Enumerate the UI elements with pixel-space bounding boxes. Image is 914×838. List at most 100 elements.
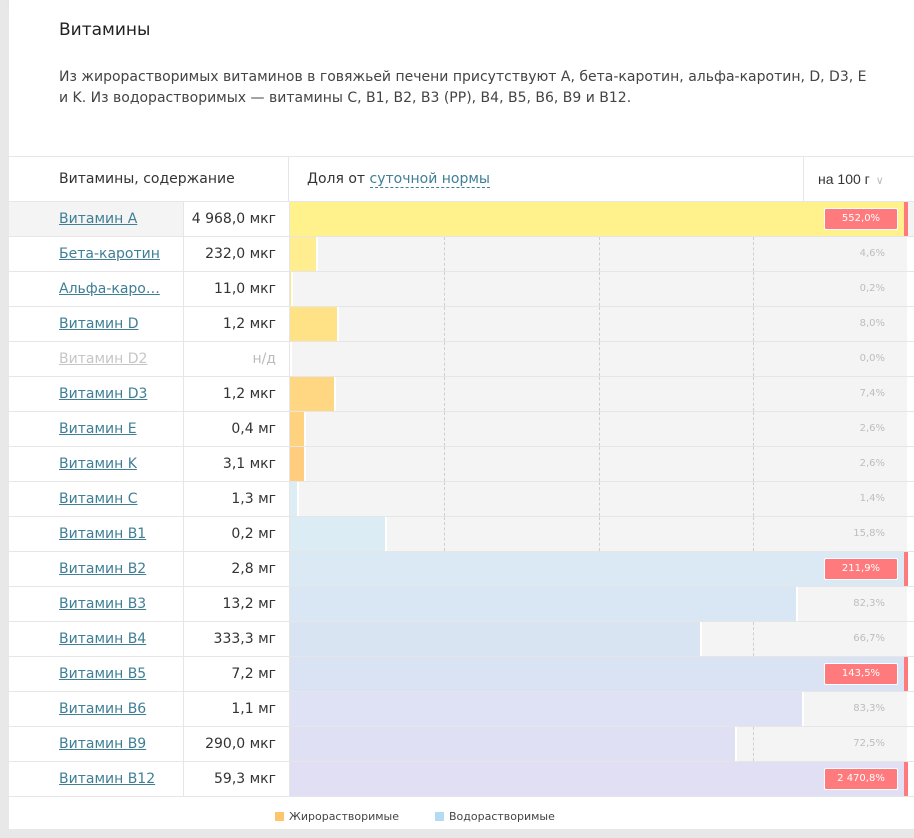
section-title: Витамины (59, 20, 151, 40)
vitamin-name-cell: Витамин B4 (9, 622, 184, 656)
daily-share-bar-cell: 15,8% (290, 517, 907, 551)
legend-swatch-water-soluble (435, 812, 444, 821)
vitamin-link[interactable]: Бета-каротин (59, 246, 160, 262)
vitamin-name-cell: Витамин B2 (9, 552, 184, 586)
legend-label-water-soluble: Водорастворимые (449, 810, 555, 823)
table-row: Витамин K 3,1 мкг 2,6% (9, 447, 914, 482)
vitamin-amount: 290,0 мкг (184, 727, 290, 761)
vitamin-link[interactable]: Витамин B3 (59, 596, 147, 612)
table-row: Витамин А 4 968,0 мкг 552,0% (9, 202, 914, 237)
vitamin-link[interactable]: Витамин D2 (59, 351, 148, 367)
chevron-down-icon: ∨ (875, 175, 884, 187)
vitamin-link[interactable]: Витамин B2 (59, 561, 147, 577)
vitamin-link[interactable]: Витамин C (59, 491, 138, 507)
gridline (599, 377, 600, 411)
vitamin-name-cell: Витамин А (9, 202, 184, 236)
daily-share-bar-cell: 2 470,8% (290, 762, 907, 796)
vitamin-link[interactable]: Витамин B5 (59, 666, 147, 682)
gridline (753, 517, 754, 551)
vitamin-amount: 333,3 мг (184, 622, 290, 656)
percent-label: 0,2% (859, 283, 885, 294)
table-row: Витамин B2 2,8 мг 211,9% (9, 552, 914, 587)
table-row: Витамин B12 59,3 мкг 2 470,8% (9, 762, 914, 797)
daily-norm-link[interactable]: суточной нормы (369, 171, 490, 188)
vitamin-amount: 13,2 мг (184, 587, 290, 621)
vitamin-link[interactable]: Витамин B9 (59, 736, 147, 752)
daily-share-bar-cell: 83,3% (290, 692, 907, 726)
daily-share-bar (290, 692, 804, 726)
daily-share-bar-cell: 7,4% (290, 377, 907, 411)
portion-select[interactable]: на 100 г ∨ (803, 157, 914, 201)
vitamin-link[interactable]: Витамин B4 (59, 631, 147, 647)
legend-label-fat-soluble: Жирорастворимые (289, 810, 399, 823)
vitamin-name-cell: Витамин D (9, 307, 184, 341)
vitamin-amount: 59,3 мкг (184, 762, 290, 796)
daily-share-bar-cell: 4,6% (290, 237, 907, 271)
table-row: Витамин B9 290,0 мкг 72,5% (9, 727, 914, 762)
vitamin-name-cell: Витамин K (9, 447, 184, 481)
vitamin-amount: 0,2 мг (184, 517, 290, 551)
table-row: Витамин C 1,3 мг 1,4% (9, 482, 914, 517)
percent-label: 7,4% (859, 388, 885, 399)
gridline (753, 482, 754, 516)
daily-share-bar-cell: 2,6% (290, 412, 907, 446)
gridline (599, 307, 600, 341)
vitamin-amount: 7,2 мг (184, 657, 290, 691)
vitamin-link[interactable]: Витамин B12 (59, 771, 156, 787)
gridline (753, 307, 754, 341)
daily-share-bar (290, 202, 907, 236)
overflow-marker (904, 202, 908, 236)
vitamin-link[interactable]: Витамин E (59, 421, 137, 437)
vitamin-name-cell: Витамин E (9, 412, 184, 446)
daily-share-bar-cell: 2,6% (290, 447, 907, 481)
daily-share-bar (290, 412, 307, 446)
gridline (444, 447, 445, 481)
percent-label: 8,0% (859, 318, 885, 329)
vitamin-amount: н/д (184, 342, 290, 376)
vitamin-name-cell: Витамин B5 (9, 657, 184, 691)
vitamin-amount: 1,1 мг (184, 692, 290, 726)
vitamin-amount: 0,4 мг (184, 412, 290, 446)
gridline (444, 517, 445, 551)
percent-label: 2,6% (859, 423, 885, 434)
percent-label: 72,5% (853, 738, 885, 749)
daily-share-bar (290, 272, 293, 306)
daily-share-bar (290, 237, 319, 271)
legend-item-fat-soluble: Жирорастворимые (275, 810, 399, 823)
table-row: Витамин B1 0,2 мг 15,8% (9, 517, 914, 552)
gridline (444, 412, 445, 446)
vitamin-link[interactable]: Витамин D (59, 316, 139, 332)
gridline (444, 342, 445, 376)
vitamin-link[interactable]: Витамин А (59, 211, 138, 227)
vitamin-amount: 1,2 мкг (184, 377, 290, 411)
vitamin-name-cell: Витамин B3 (9, 587, 184, 621)
gridline (753, 237, 754, 271)
daily-share-bar-cell: 0,0% (290, 342, 907, 376)
gridline (753, 447, 754, 481)
percent-label: 66,7% (853, 633, 885, 644)
vitamin-amount: 1,3 мг (184, 482, 290, 516)
daily-share-bar-cell: 143,5% (290, 657, 907, 691)
vitamin-name-cell: Витамин B1 (9, 517, 184, 551)
vitamin-link[interactable]: Витамин D3 (59, 386, 148, 402)
daily-share-bar-cell: 1,4% (290, 482, 907, 516)
vitamin-link[interactable]: Витамин B6 (59, 701, 147, 717)
table-row: Витамин B4 333,3 мг 66,7% (9, 622, 914, 657)
table-row: Альфа-каро… 11,0 мкг 0,2% (9, 272, 914, 307)
vitamin-link[interactable]: Альфа-каро… (59, 281, 160, 297)
gridline (599, 237, 600, 271)
vitamin-link[interactable]: Витамин B1 (59, 526, 147, 542)
over-norm-badge: 143,5% (824, 663, 898, 685)
gridline (444, 377, 445, 411)
table-row: Витамин B5 7,2 мг 143,5% (9, 657, 914, 692)
vitamin-link[interactable]: Витамин K (59, 456, 137, 472)
legend-swatch-fat-soluble (275, 812, 284, 821)
vitamins-table: Витамины, содержание Доля от суточной но… (9, 156, 914, 797)
vitamin-name-cell: Витамин B6 (9, 692, 184, 726)
vitamins-card: Витамины Из жирорастворимых витаминов в … (9, 0, 914, 829)
daily-share-bar (290, 552, 907, 586)
percent-label: 83,3% (853, 703, 885, 714)
daily-share-bar-cell: 211,9% (290, 552, 907, 586)
percent-label: 15,8% (853, 528, 885, 539)
overflow-marker (904, 762, 908, 796)
